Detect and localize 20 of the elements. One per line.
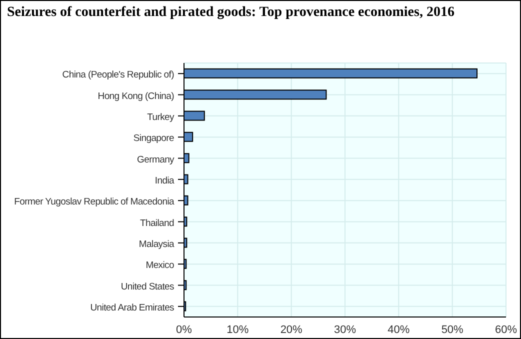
x-tick-label: 0% — [176, 324, 192, 336]
y-tick-label: Germany — [137, 154, 175, 166]
y-tick-label: Malaysia — [138, 238, 176, 250]
y-tick-label: India — [154, 175, 176, 186]
y-tick-label: Thailand — [140, 218, 174, 229]
x-tick-label: 10% — [226, 324, 249, 336]
y-tick-label: Former Yugoslav Republic of Macedonia — [14, 196, 176, 208]
y-tick-label: China (People's Republic of) — [62, 70, 174, 81]
chart-title: Seizures of counterfeit and pirated goods: Top provenance economies, 2016 — [7, 5, 454, 21]
y-tick-label: Singapore — [133, 133, 174, 144]
x-tick-label: 50% — [441, 324, 464, 336]
y-tick-label: Turkey — [147, 112, 175, 123]
y-tick-label: United States — [120, 281, 175, 292]
y-tick-label: Mexico — [146, 260, 174, 272]
x-tick-label: 20% — [280, 324, 303, 336]
y-tick-label: Hong Kong (China) — [98, 90, 174, 102]
x-tick-label: 40% — [388, 324, 410, 336]
y-tick-label: United Arab Emirates — [90, 302, 175, 314]
x-tick-label: 30% — [334, 324, 356, 336]
x-tick-label: 60% — [494, 324, 518, 336]
